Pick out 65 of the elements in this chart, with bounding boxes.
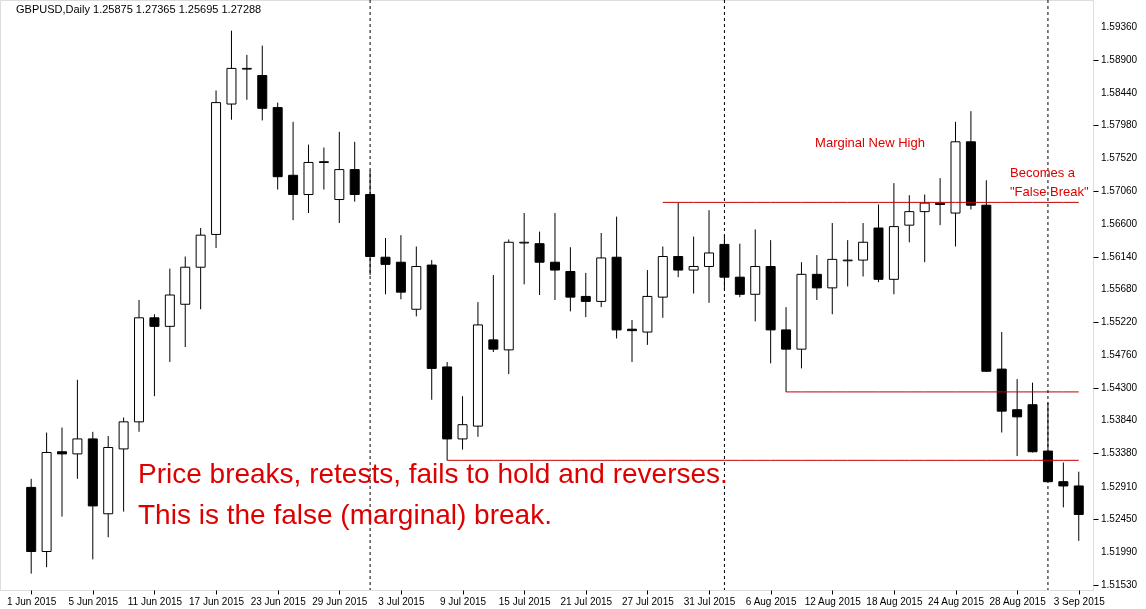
annotation: Becomes a "False Break": [1010, 165, 1089, 199]
y-tick-label: 1.58900: [1101, 53, 1138, 65]
y-tick-label: 1.58440: [1101, 86, 1138, 98]
x-tick-label: 1 Jun 2015: [6, 595, 57, 607]
x-tick-label: 15 Jul 2015: [498, 595, 551, 607]
y-tick-label: 1.53840: [1101, 414, 1138, 426]
candlestick: [57, 427, 67, 518]
candlestick: [457, 395, 468, 451]
x-tick-label: 3 Sep 2015: [1053, 595, 1106, 607]
x-tick-label: 12 Aug 2015: [804, 595, 862, 607]
x-tick-label: 27 Jul 2015: [622, 595, 675, 607]
x-tick-label: 11 Jun 2015: [127, 595, 183, 607]
candlestick: [1012, 378, 1023, 457]
candlestick: [811, 254, 822, 301]
candlestick: [919, 194, 930, 263]
candlestick: [904, 194, 915, 243]
x-tick-label: 21 Jul 2015: [560, 595, 613, 607]
y-tick-label: 1.55680: [1101, 283, 1138, 295]
candlestick: [1058, 461, 1069, 508]
y-tick-label: 1.53380: [1101, 447, 1138, 459]
y-tick-label: 1.57980: [1101, 119, 1138, 131]
x-tick-label: 29 Jun 2015: [312, 595, 368, 607]
candlestick: [288, 121, 299, 221]
candlestick: [580, 272, 591, 318]
x-tick-label: 5 Jun 2015: [68, 595, 119, 607]
y-tick-label: 1.57060: [1101, 184, 1138, 196]
candlestick: [673, 201, 684, 278]
candlestick: [241, 54, 252, 101]
candlestick: [781, 306, 792, 393]
candlestick: [534, 231, 545, 296]
y-tick-label: 1.54300: [1101, 381, 1138, 393]
candlestick: [704, 209, 715, 304]
annotation: Marginal New High: [815, 135, 925, 150]
candlestick: [549, 212, 560, 301]
candlestick: [688, 236, 699, 295]
candlestick: [519, 212, 530, 285]
x-tick-label: 31 Jul 2015: [683, 595, 736, 607]
x-tick-label: 18 Aug 2015: [866, 595, 923, 607]
annotation: Price breaks, retests, fails to hold and reverses. This is the false (marginal) break.: [138, 458, 728, 530]
x-tick-label: 17 Jun 2015: [189, 595, 245, 607]
x-tick-label: 28 Aug 2015: [989, 595, 1047, 607]
candlestick: [149, 313, 160, 397]
chart-title: GBPUSD,Daily 1.25875 1.27365 1.25695 1.27288: [16, 3, 262, 15]
x-tick-label: 24 Aug 2015: [927, 595, 985, 607]
y-tick-label: 1.51530: [1101, 579, 1138, 591]
candlestick: [72, 379, 83, 480]
candlestick: [380, 237, 391, 295]
y-tick-label: 1.52450: [1101, 513, 1138, 525]
x-tick-label: 3 Jul 2015: [378, 595, 425, 607]
candlestick: [842, 239, 853, 287]
y-tick-label: 1.52910: [1101, 480, 1138, 492]
y-tick-label: 1.55220: [1101, 316, 1138, 328]
x-tick-label: 6 Aug 2015: [745, 595, 797, 607]
candlestick: [488, 274, 499, 353]
y-tick-label: 1.54760: [1101, 348, 1138, 360]
candlestick: [318, 147, 329, 191]
candlestick: [734, 243, 745, 298]
x-tick-label: 23 Jun 2015: [250, 595, 307, 607]
y-tick-label: 1.56140: [1101, 250, 1138, 262]
y-tick-label: 1.57520: [1101, 152, 1138, 164]
y-tick-label: 1.51990: [1101, 546, 1138, 558]
y-tick-label: 1.56600: [1101, 217, 1138, 229]
y-tick-label: 1.59360: [1101, 21, 1138, 33]
x-tick-label: 9 Jul 2015: [439, 595, 487, 607]
candlestick: [858, 222, 869, 277]
